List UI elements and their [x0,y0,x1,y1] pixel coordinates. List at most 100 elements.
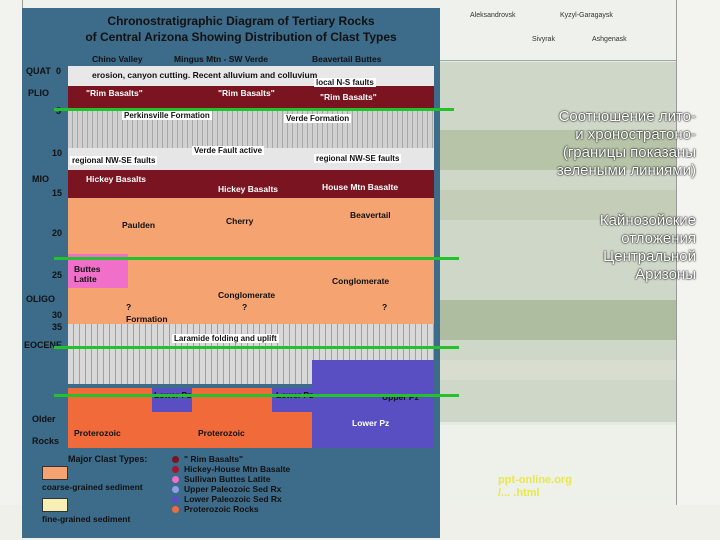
label-local-faults: local N-S faults [314,78,376,87]
age-5: 5 [56,106,62,116]
legend-dot-upper-pz [172,486,179,493]
zone-lower-pz-1 [152,388,192,412]
age-20: 20 [52,228,63,238]
label-formation: Formation [126,314,168,324]
label-buttes: Buttes [74,264,101,274]
overlay-line-8: Аризоны [635,266,696,283]
age-35: 35 [52,322,63,332]
header-well-3: Sivyrak [532,36,555,43]
overlay-line-6: отложения [621,230,696,247]
header-well-2: Kyzyl-Garagaysk [560,12,613,19]
zone-lower-pz-2 [272,388,312,412]
age-25: 25 [52,270,63,280]
age-eocene: EOCENE [24,340,63,350]
label-lower-pz-3: Lower Pz [352,418,390,428]
boundary-line-2 [54,257,459,260]
label-upper-pz: Upper Pz [382,392,419,402]
column-beavertail: Beavertail Buttes [312,54,382,64]
legend-item-latite: Sullivan Buttes Latite [184,474,271,484]
label-proterozoic-1: Proterozoic [74,428,121,438]
overlay-caption: Соотношение лито- и хроностратоно- (гран… [486,108,696,180]
age-mio: MIO [32,174,49,184]
label-question-2: ? [242,302,248,312]
label-erosion: erosion, canyon cutting. Recent alluvium… [92,70,318,80]
label-perkinsville: Perkinsville Formation [122,111,212,120]
legend-item-proterozoic: Proterozoic Rocks [184,504,259,514]
diagram-title-line1: Chronostratigraphic Diagram of Tertiary … [107,14,375,28]
legend-item-rim: " Rim Basalts" [184,454,244,464]
legend-fine: fine-grained sediment [42,514,131,524]
zone-lower-pz-3 [312,388,434,448]
section-band [440,190,676,220]
header-well-1: Aleksandrovsk [470,12,516,19]
age-plio: PLIO [28,88,50,98]
zone-hickey-basalts [68,170,434,198]
label-beavertail-fm: Beavertail [350,210,391,220]
section-legend [440,425,676,505]
legend-title: Major Clast Types: [68,454,148,464]
label-cherry: Cherry [226,216,254,226]
age-quat: QUAT [26,66,51,76]
diagram-title-line2: of Central Arizona Showing Distribution … [85,30,397,44]
label-conglomerate-1: Conglomerate [218,290,276,300]
overlay-line-4: зелеными линиями) [556,162,696,179]
source-link-line-2[interactable]: /... .html [498,487,540,499]
label-proterozoic-2: Proterozoic [198,428,245,438]
age-15: 15 [52,188,63,198]
label-nw-se-faults-1: regional NW-SE faults [70,156,158,165]
label-hickey-2: Hickey Basalts [218,184,279,194]
age-older: Older [32,414,56,424]
overlay-line-3: (границы показаны [562,144,696,161]
label-nw-se-faults-2: regional NW-SE faults [314,154,402,163]
legend-coarse: coarse-grained sediment [42,482,143,492]
legend-item-hickey: Hickey-House Mtn Basalte [184,464,291,474]
label-question-3: ? [382,302,388,312]
overlay-title: Кайнозойские отложения Центральной Аризо… [536,212,696,284]
zone-faults [68,148,434,170]
legend-dot-proterozoic [172,506,179,513]
column-mingus: Mingus Mtn - SW Verde [174,54,268,64]
overlay-line-5: Кайнозойские [599,212,696,229]
section-band [440,130,676,170]
chronostratigraphic-diagram: Chronostratigraphic Diagram of Tertiary … [22,8,440,538]
legend-dot-hickey [172,466,179,473]
legend-dot-lower-pz [172,496,179,503]
label-verde: Verde Formation [284,114,352,123]
zone-upper-pz [312,360,434,388]
age-0: 0 [56,66,62,76]
age-10: 10 [52,148,63,158]
label-rim-1: "Rim Basalts" [86,88,143,98]
zone-rim-basalts [68,86,434,108]
column-chino-valley: Chino Valley [92,54,143,64]
label-latite: Latite [74,274,97,284]
right-scale-strip [676,0,720,540]
legend-swatch-coarse [42,466,68,480]
overlay-line-2: и хроностратоно- [575,126,696,143]
label-question-1: ? [126,302,132,312]
label-verde-fault: Verde Fault active [192,146,265,155]
label-house-mtn: House Mtn Basalte [322,182,399,192]
label-rim-2: "Rim Basalts" [218,88,275,98]
zone-oligocene-conglomerate [68,254,434,324]
zone-miocene-sediments [68,198,434,254]
age-30: 30 [52,310,63,320]
overlay-line-7: Центральной [603,248,696,265]
overlay-line-1: Соотношение лито- [558,108,696,125]
source-link-line-1[interactable]: ppt-online.org [498,474,572,486]
age-rocks: Rocks [32,436,60,446]
legend-item-lower-pz: Lower Paleozoic Sed Rx [184,494,282,504]
age-oligo: OLIGO [26,294,55,304]
boundary-line-1 [54,108,454,111]
left-index-strip [0,0,23,540]
header-well-4: Ashgenask [592,36,627,43]
legend-dot-latite [172,476,179,483]
source-link[interactable]: ppt-online.org /... .html [498,474,572,500]
section-band [440,360,676,380]
boundary-line-3 [54,346,459,349]
label-conglomerate-2: Conglomerate [332,276,390,286]
legend-swatch-fine [42,498,68,512]
legend-item-upper-pz: Upper Paleozoic Sed Rx [184,484,282,494]
boundary-line-4 [54,394,459,397]
label-hickey-1: Hickey Basalts [86,174,147,184]
label-rim-3: "Rim Basalts" [320,92,377,102]
